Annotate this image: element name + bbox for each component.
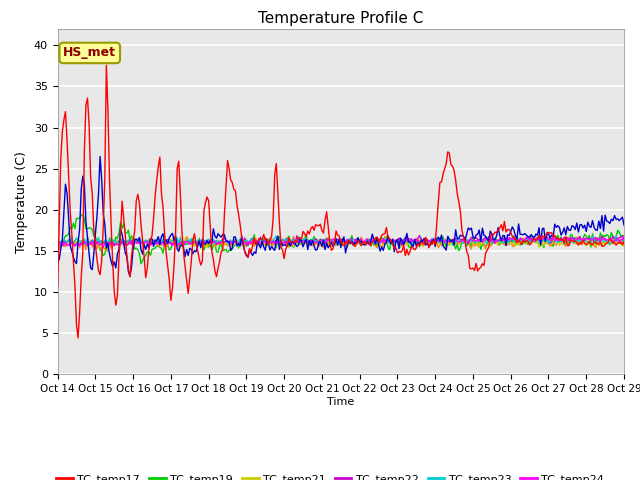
- TC_temp24: [54, 241, 61, 247]
- TC_temp17: [620, 239, 628, 244]
- TC_temp18: [411, 237, 419, 242]
- TC_temp19: [163, 243, 170, 249]
- TC_temp24: [554, 238, 562, 243]
- Line: TC_temp17: TC_temp17: [58, 65, 624, 338]
- TC_temp22: [410, 239, 417, 245]
- TC_temp21: [620, 243, 628, 249]
- TC_temp18: [70, 254, 77, 260]
- TC_temp24: [161, 243, 168, 249]
- TC_temp17: [398, 248, 406, 253]
- TC_temp23: [159, 237, 167, 242]
- TC_temp17: [411, 247, 419, 252]
- TC_temp22: [70, 241, 77, 247]
- TC_temp21: [323, 235, 330, 240]
- TC_temp22: [71, 243, 79, 249]
- TC_temp23: [70, 241, 77, 247]
- Line: TC_temp22: TC_temp22: [58, 235, 624, 246]
- TC_temp20: [70, 240, 77, 245]
- TC_temp19: [137, 261, 145, 267]
- TC_temp22: [620, 238, 628, 243]
- TC_temp22: [397, 240, 404, 245]
- TC_temp20: [380, 239, 387, 245]
- TC_temp18: [398, 239, 406, 244]
- Line: TC_temp21: TC_temp21: [58, 238, 624, 248]
- TC_temp24: [397, 239, 404, 244]
- Y-axis label: Temperature (C): Temperature (C): [15, 151, 28, 252]
- TC_temp20: [554, 239, 562, 244]
- TC_temp19: [70, 220, 77, 226]
- TC_temp24: [410, 238, 417, 244]
- TC_temp23: [398, 240, 406, 245]
- TC_temp22: [54, 242, 61, 248]
- TC_temp17: [102, 62, 110, 68]
- TC_temp23: [54, 240, 61, 245]
- TC_temp20: [161, 245, 168, 251]
- TC_temp23: [380, 238, 387, 243]
- Line: TC_temp24: TC_temp24: [58, 237, 624, 247]
- TC_temp18: [620, 222, 628, 228]
- TC_temp17: [554, 235, 562, 240]
- TC_temp23: [620, 238, 628, 243]
- TC_temp17: [380, 231, 387, 237]
- Legend: TC_temp17, TC_temp18, TC_temp19, TC_temp20, TC_temp21, TC_temp22, TC_temp23, TC_: TC_temp17, TC_temp18, TC_temp19, TC_temp…: [52, 469, 609, 480]
- TC_temp23: [554, 239, 562, 245]
- TC_temp23: [411, 240, 419, 245]
- TC_temp17: [54, 284, 61, 289]
- TC_temp24: [378, 240, 385, 245]
- TC_temp21: [554, 240, 562, 245]
- TC_temp21: [411, 240, 419, 246]
- TC_temp20: [54, 243, 61, 249]
- TC_temp18: [54, 258, 61, 264]
- TC_temp19: [380, 240, 387, 246]
- TC_temp20: [411, 240, 419, 246]
- TC_temp18: [554, 223, 562, 228]
- TC_temp21: [380, 240, 387, 245]
- TC_temp20: [620, 243, 628, 249]
- TC_temp18: [380, 248, 387, 253]
- TC_temp21: [54, 239, 61, 245]
- TC_temp19: [411, 239, 419, 245]
- TC_temp20: [398, 240, 406, 246]
- TC_temp18: [96, 154, 104, 159]
- TC_temp19: [79, 212, 86, 217]
- Line: TC_temp20: TC_temp20: [58, 236, 624, 251]
- TC_temp18: [126, 274, 134, 279]
- TC_temp23: [273, 233, 280, 239]
- TC_temp22: [549, 232, 557, 238]
- Title: Temperature Profile C: Temperature Profile C: [258, 11, 424, 26]
- TC_temp21: [398, 241, 406, 247]
- X-axis label: Time: Time: [327, 397, 355, 407]
- TC_temp19: [620, 233, 628, 239]
- TC_temp21: [159, 240, 167, 246]
- Line: TC_temp19: TC_temp19: [58, 215, 624, 264]
- TC_temp17: [163, 250, 170, 255]
- TC_temp21: [285, 245, 292, 251]
- TC_temp22: [378, 239, 385, 244]
- Line: TC_temp23: TC_temp23: [58, 236, 624, 245]
- TC_temp20: [290, 233, 298, 239]
- Line: TC_temp18: TC_temp18: [58, 156, 624, 276]
- TC_temp22: [161, 238, 168, 243]
- TC_temp24: [620, 234, 628, 240]
- TC_temp20: [102, 248, 110, 253]
- TC_temp19: [554, 232, 562, 238]
- TC_temp19: [398, 237, 406, 243]
- TC_temp22: [554, 237, 562, 242]
- TC_temp18: [163, 237, 170, 243]
- TC_temp21: [70, 239, 77, 245]
- TC_temp24: [543, 234, 551, 240]
- TC_temp19: [54, 252, 61, 258]
- TC_temp23: [198, 242, 206, 248]
- TC_temp24: [70, 240, 77, 246]
- Text: HS_met: HS_met: [63, 47, 116, 60]
- TC_temp17: [74, 335, 82, 341]
- TC_temp17: [70, 257, 77, 263]
- TC_temp24: [99, 244, 107, 250]
